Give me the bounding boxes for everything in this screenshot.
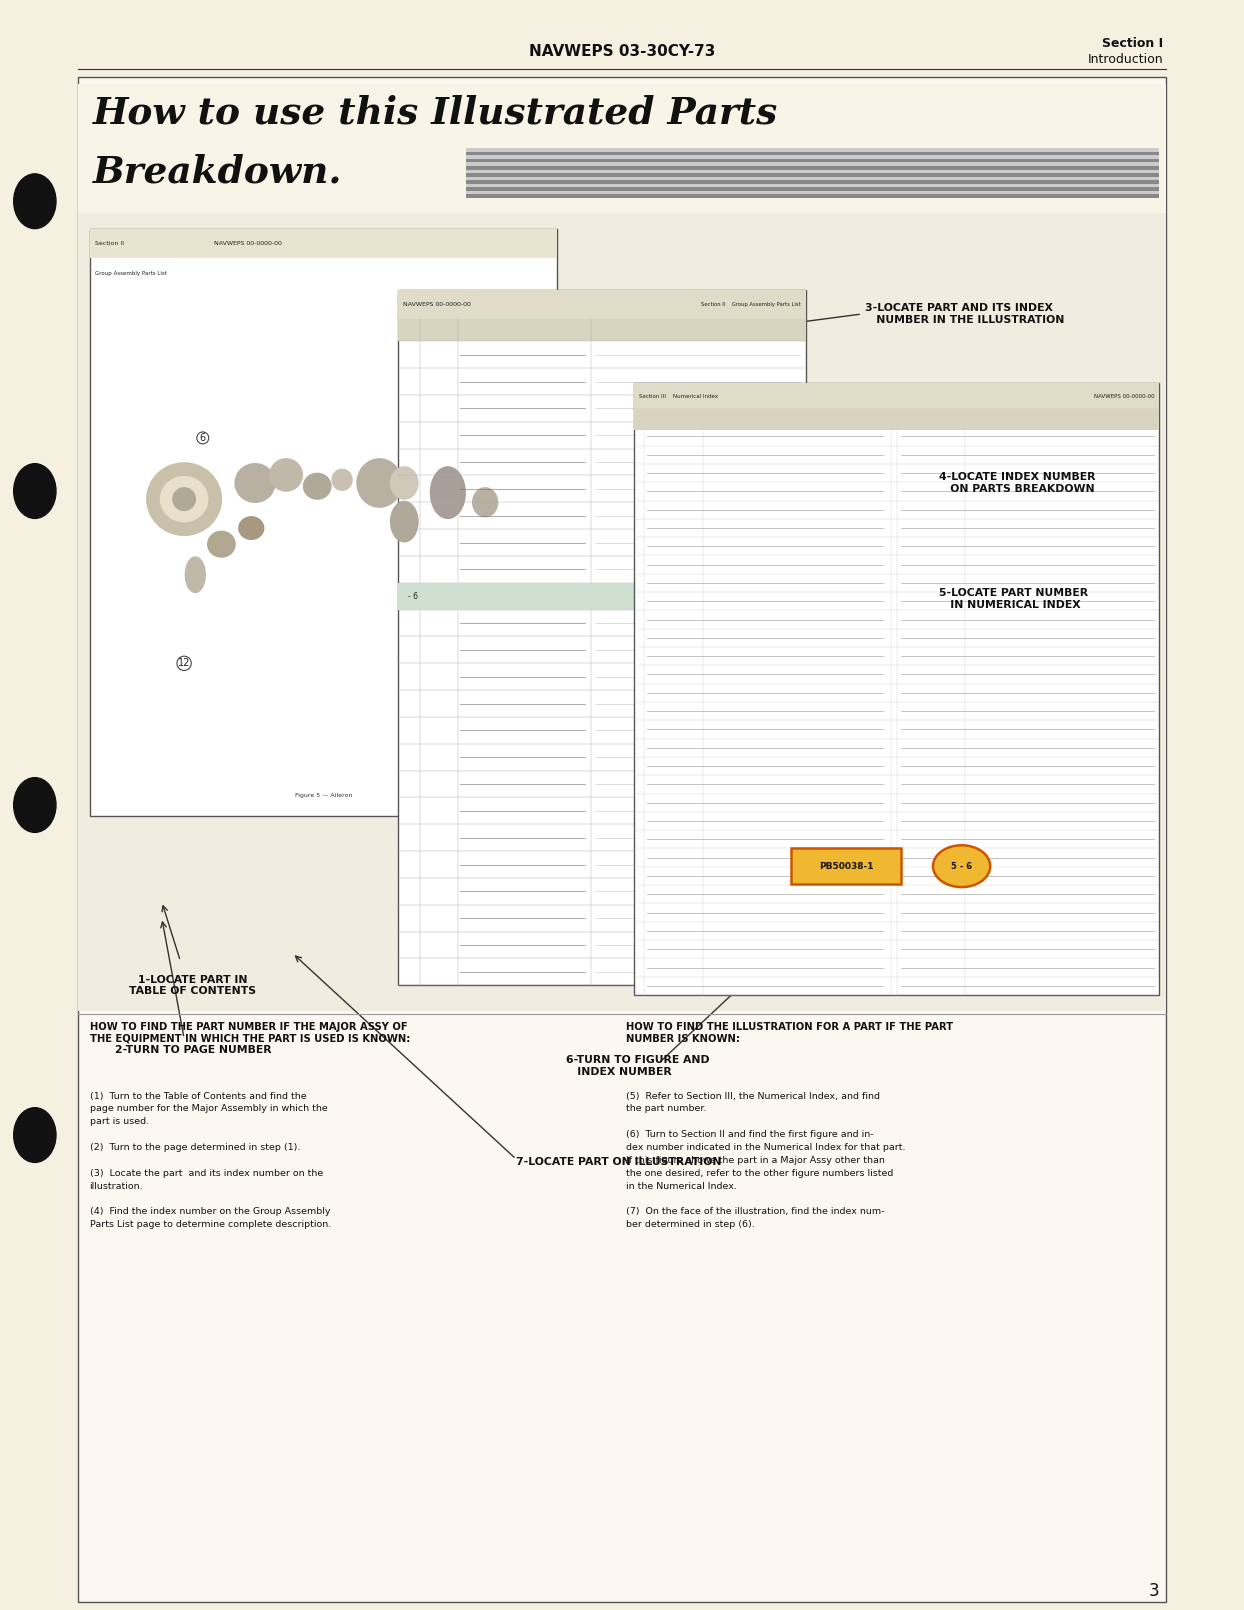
Ellipse shape <box>473 488 498 517</box>
Text: (1)  Turn to the Table of Contents and find the
page number for the Major Assemb: (1) Turn to the Table of Contents and fi… <box>90 1092 331 1228</box>
Ellipse shape <box>933 845 990 887</box>
Text: 1-LOCATE PART IN
TABLE OF CONTENTS: 1-LOCATE PART IN TABLE OF CONTENTS <box>129 974 256 997</box>
Text: Section III    Numerical Index: Section III Numerical Index <box>639 393 719 399</box>
Text: - 6: - 6 <box>408 592 418 601</box>
Bar <box>90 229 557 816</box>
Text: Group Assembly Parts List: Group Assembly Parts List <box>95 270 167 277</box>
Bar <box>398 319 806 341</box>
Ellipse shape <box>430 467 465 518</box>
Circle shape <box>14 174 56 229</box>
Text: Breakdown.: Breakdown. <box>93 155 342 190</box>
Bar <box>466 195 1159 198</box>
Text: 6-TURN TO FIGURE AND
   INDEX NUMBER: 6-TURN TO FIGURE AND INDEX NUMBER <box>566 1055 709 1077</box>
Ellipse shape <box>185 557 205 592</box>
Ellipse shape <box>391 467 418 499</box>
Bar <box>466 151 1159 155</box>
Text: Section I: Section I <box>1102 37 1163 50</box>
Text: Introduction: Introduction <box>1087 53 1163 66</box>
Circle shape <box>14 1108 56 1162</box>
Text: Section II    Group Assembly Parts List: Section II Group Assembly Parts List <box>702 301 801 308</box>
Bar <box>466 155 1159 159</box>
Text: 3: 3 <box>1148 1581 1159 1600</box>
Text: 2-TURN TO PAGE NUMBER: 2-TURN TO PAGE NUMBER <box>114 1045 271 1055</box>
Bar <box>466 166 1159 169</box>
Ellipse shape <box>239 517 264 539</box>
Text: HOW TO FIND THE ILLUSTRATION FOR A PART IF THE PART
NUMBER IS KNOWN:: HOW TO FIND THE ILLUSTRATION FOR A PART … <box>626 1022 953 1043</box>
Bar <box>466 159 1159 163</box>
Bar <box>466 180 1159 184</box>
Text: NAVWEPS 00-0000-00: NAVWEPS 00-0000-00 <box>1093 393 1154 399</box>
Ellipse shape <box>357 459 402 507</box>
Text: 5-LOCATE PART NUMBER
   IN NUMERICAL INDEX: 5-LOCATE PART NUMBER IN NUMERICAL INDEX <box>939 588 1088 610</box>
Bar <box>466 192 1159 195</box>
Ellipse shape <box>332 470 352 489</box>
Bar <box>78 84 1166 213</box>
Ellipse shape <box>173 488 195 510</box>
Text: 7-LOCATE PART ON ILLUSTRATION: 7-LOCATE PART ON ILLUSTRATION <box>516 1158 722 1167</box>
Bar <box>78 77 1166 1602</box>
Bar <box>466 184 1159 187</box>
Text: Section II: Section II <box>95 240 123 246</box>
Ellipse shape <box>304 473 331 499</box>
Bar <box>466 148 1159 151</box>
Text: 3-LOCATE PART AND ITS INDEX
   NUMBER IN THE ILLUSTRATION: 3-LOCATE PART AND ITS INDEX NUMBER IN TH… <box>865 303 1064 325</box>
Ellipse shape <box>391 502 418 541</box>
Ellipse shape <box>147 464 221 535</box>
Text: How to use this Illustrated Parts: How to use this Illustrated Parts <box>93 95 779 130</box>
Ellipse shape <box>160 477 208 522</box>
Text: HOW TO FIND THE PART NUMBER IF THE MAJOR ASSY OF
THE EQUIPMENT IN WHICH THE PART: HOW TO FIND THE PART NUMBER IF THE MAJOR… <box>90 1022 411 1043</box>
Bar <box>398 290 806 985</box>
Text: NAVWEPS 00-0000-00: NAVWEPS 00-0000-00 <box>403 301 471 308</box>
Circle shape <box>14 464 56 518</box>
Text: 4-LOCATE INDEX NUMBER
   ON PARTS BREAKDOWN: 4-LOCATE INDEX NUMBER ON PARTS BREAKDOWN <box>939 472 1096 494</box>
Ellipse shape <box>235 464 275 502</box>
Text: NAVWEPS 03-30CY-73: NAVWEPS 03-30CY-73 <box>529 43 715 60</box>
Circle shape <box>14 778 56 832</box>
Text: NAVWEPS 00-0000-00: NAVWEPS 00-0000-00 <box>214 240 282 246</box>
Bar <box>398 583 806 610</box>
Ellipse shape <box>270 459 302 491</box>
Bar <box>398 290 806 319</box>
Text: (5)  Refer to Section III, the Numerical Index, and find
the part number.

(6)  : (5) Refer to Section III, the Numerical … <box>626 1092 906 1228</box>
Bar <box>78 213 1166 1011</box>
Bar <box>466 163 1159 166</box>
Text: Figure 5 — Aileron: Figure 5 — Aileron <box>295 792 352 799</box>
Bar <box>634 383 1159 995</box>
Bar <box>466 187 1159 192</box>
Text: 5 - 6: 5 - 6 <box>952 861 972 871</box>
Bar <box>634 383 1159 409</box>
Bar <box>466 172 1159 177</box>
Text: PB50038-1: PB50038-1 <box>819 861 873 871</box>
Text: 12: 12 <box>178 658 190 668</box>
Ellipse shape <box>208 531 235 557</box>
Text: 6: 6 <box>200 433 205 443</box>
Bar <box>634 409 1159 430</box>
Bar <box>466 169 1159 172</box>
Bar <box>791 848 901 884</box>
Bar <box>90 229 557 258</box>
Bar <box>466 177 1159 180</box>
